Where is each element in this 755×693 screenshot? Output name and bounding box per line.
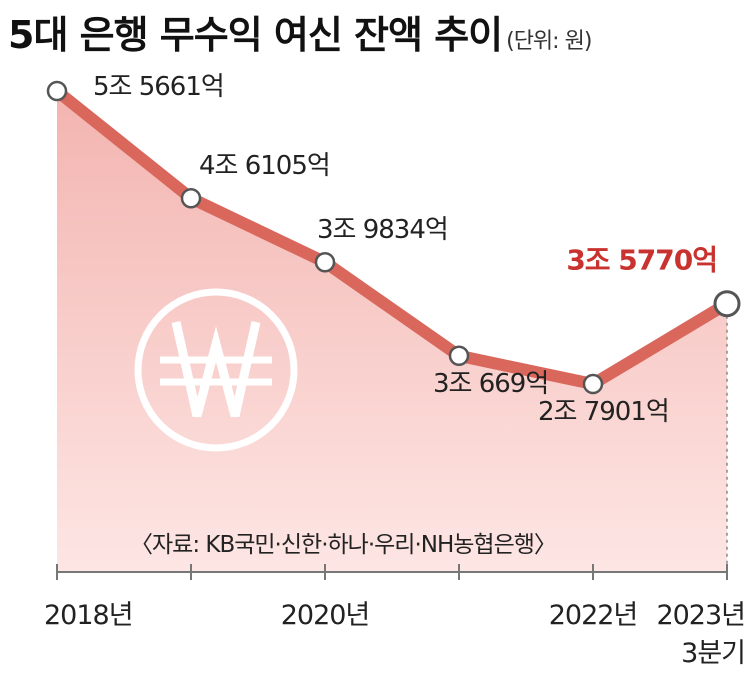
value-label: 3조 9834억 — [317, 215, 448, 245]
data-points — [46, 80, 741, 395]
value-label: 3조 5770억 — [566, 244, 717, 277]
data-point — [582, 373, 604, 395]
unit-label: (단위: 원) — [506, 29, 592, 54]
chart-title: 5대 은행 무수익 여신 잔액 추이 — [8, 13, 503, 57]
chart-title-row: 5대 은행 무수익 여신 잔액 추이 (단위: 원) — [8, 4, 592, 64]
x-tick-label: 3분기 — [681, 638, 745, 669]
x-axis-ticks — [56, 564, 728, 580]
won-sign-icon — [134, 288, 298, 452]
value-label: 5조 5661억 — [93, 72, 224, 102]
x-tick-label: 2022년 — [549, 600, 638, 631]
x-axis-labels: 2018년 2020년 2022년 2023년 3분기 — [44, 600, 746, 669]
x-tick-label: 2018년 — [44, 600, 133, 631]
area-fill — [57, 91, 727, 572]
value-label: 3조 669억 — [433, 369, 548, 399]
data-point — [448, 345, 470, 367]
x-tick-label: 2020년 — [281, 600, 370, 631]
series-line — [51, 85, 733, 390]
data-point — [314, 251, 336, 273]
value-label: 4조 6105억 — [199, 151, 330, 181]
data-point — [180, 187, 202, 209]
value-label: 2조 7901억 — [538, 397, 669, 427]
source-note: 〈자료: KB국민·신한·하나·우리·NH농협은행〉 — [130, 532, 556, 558]
x-tick-label: 2023년 — [656, 600, 745, 631]
data-point — [46, 80, 68, 102]
data-point — [713, 290, 741, 318]
